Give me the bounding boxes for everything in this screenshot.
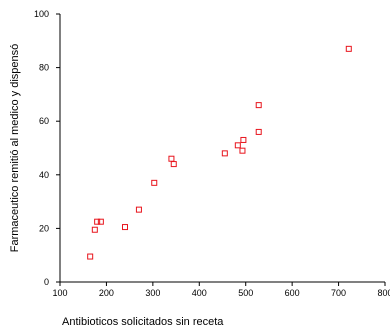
x-tick-label: 300 <box>145 288 160 298</box>
data-point <box>168 155 175 162</box>
y-axis-ticks: 0 20 40 60 80 100 <box>34 9 60 287</box>
data-point <box>94 218 101 225</box>
y-tick-label: 0 <box>44 277 49 287</box>
data-point <box>135 206 142 213</box>
data-point <box>240 136 247 143</box>
y-tick-label: 100 <box>34 9 49 19</box>
x-tick-label: 200 <box>99 288 114 298</box>
y-tick-label: 80 <box>39 63 49 73</box>
x-tick-label: 400 <box>192 288 207 298</box>
data-point <box>151 179 158 186</box>
x-tick-label: 500 <box>238 288 253 298</box>
y-tick-label: 40 <box>39 170 49 180</box>
data-point <box>91 226 98 233</box>
x-tick-label: 100 <box>52 288 67 298</box>
data-points <box>87 45 352 260</box>
x-axis-ticks: 100 200 300 400 500 600 700 800 <box>52 282 390 298</box>
data-point <box>221 150 228 157</box>
data-point <box>97 218 104 225</box>
data-point <box>239 147 246 154</box>
data-point <box>255 128 262 135</box>
data-point <box>234 142 241 149</box>
data-point <box>87 253 94 260</box>
y-axis-title: Farmaceutico remitió al medico y dispens… <box>9 44 21 252</box>
data-point <box>345 45 352 52</box>
y-tick-label: 20 <box>39 223 49 233</box>
x-tick-label: 800 <box>377 288 390 298</box>
x-axis-title: Antibioticos solicitados sin receta <box>62 316 224 328</box>
data-point <box>255 102 262 109</box>
data-point <box>122 224 128 231</box>
x-tick-label: 600 <box>285 288 300 298</box>
x-tick-label: 700 <box>331 288 346 298</box>
y-tick-label: 60 <box>39 116 49 126</box>
data-point <box>170 161 177 168</box>
